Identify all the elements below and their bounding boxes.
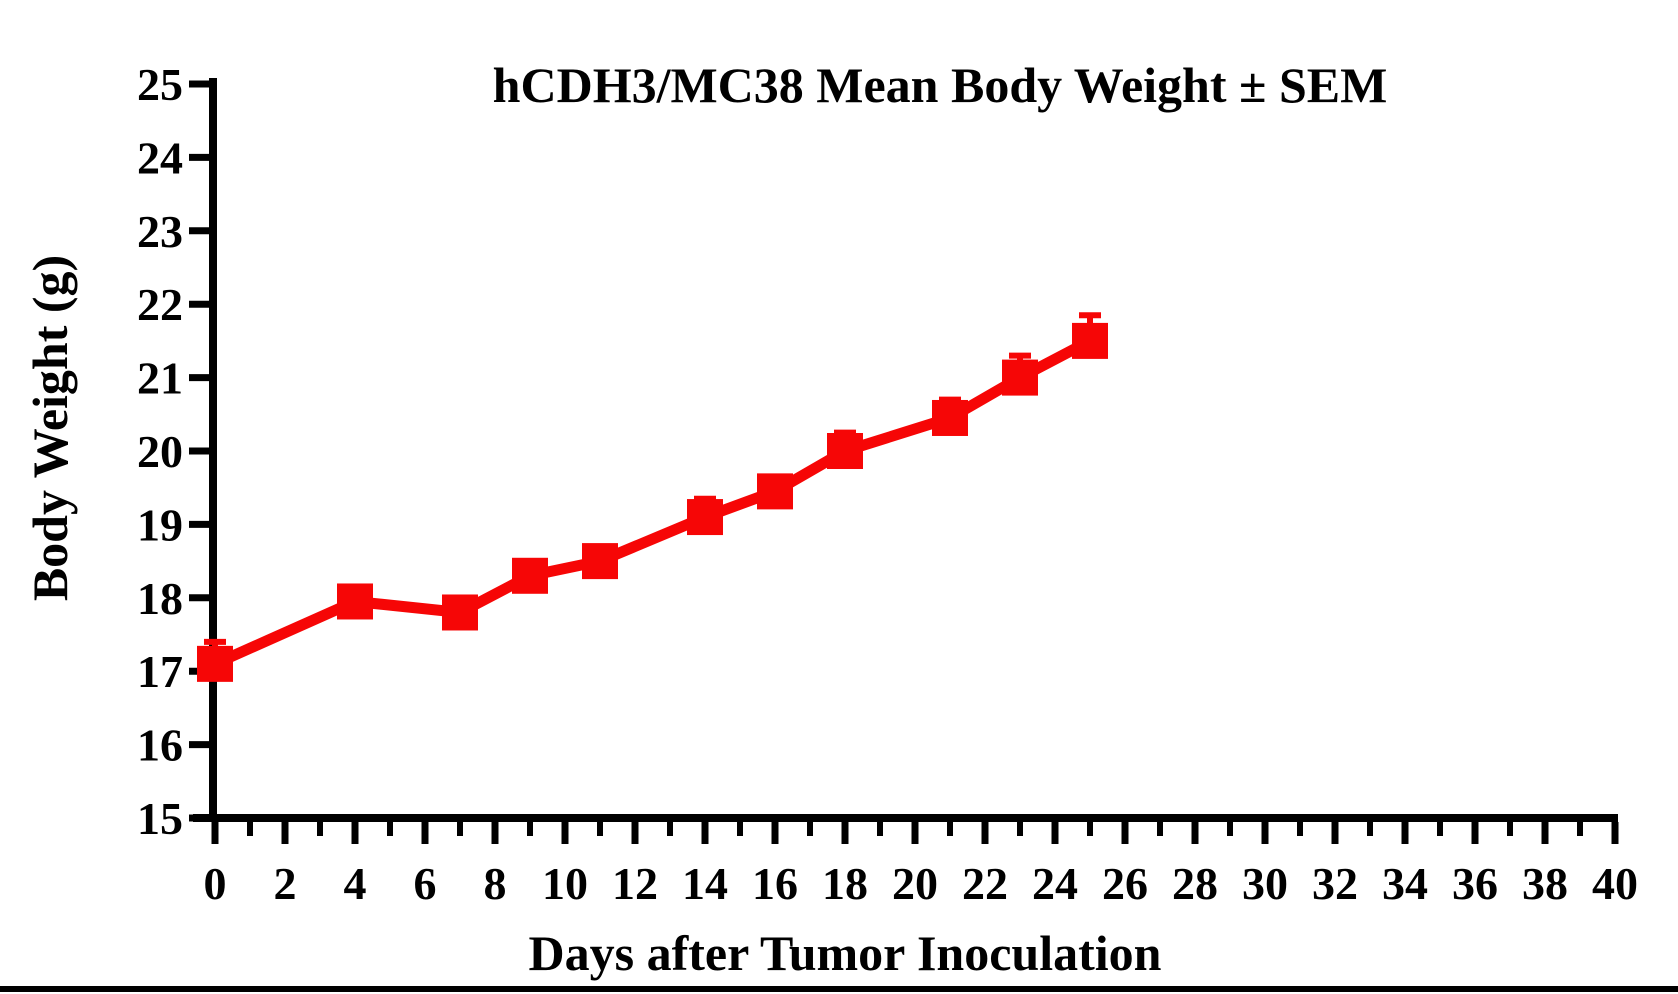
- x-tick-label: 20: [892, 858, 938, 909]
- x-tick-label: 16: [752, 858, 798, 909]
- data-point-marker: [442, 594, 478, 631]
- x-tick-label: 34: [1382, 858, 1428, 909]
- data-point-marker: [1002, 359, 1038, 396]
- y-tick-label: 15: [137, 793, 183, 844]
- y-tick-label: 20: [137, 426, 183, 477]
- chart-title: hCDH3/MC38 Mean Body Weight ± SEM: [492, 57, 1388, 113]
- y-tick-label: 19: [137, 499, 183, 550]
- x-tick-label: 36: [1452, 858, 1498, 909]
- x-tick-label: 22: [962, 858, 1008, 909]
- data-point-marker: [757, 473, 793, 510]
- x-tick-label: 0: [204, 858, 227, 909]
- y-tick-label: 16: [137, 720, 183, 771]
- x-tick-label: 40: [1592, 858, 1638, 909]
- y-tick-label: 18: [137, 573, 183, 624]
- data-point-marker: [197, 645, 233, 682]
- x-tick-label: 12: [612, 858, 658, 909]
- x-tick-label: 30: [1242, 858, 1288, 909]
- data-point-marker: [827, 433, 863, 469]
- x-tick-label: 18: [822, 858, 868, 909]
- bottom-border-bar: [0, 986, 1678, 992]
- x-tick-label: 4: [344, 858, 367, 909]
- x-tick-label: 14: [682, 858, 728, 909]
- x-tick-label: 28: [1172, 858, 1218, 909]
- x-tick-label: 32: [1312, 858, 1358, 909]
- data-point-marker: [512, 557, 548, 594]
- y-tick-label: 25: [137, 59, 183, 110]
- data-point-marker: [582, 543, 618, 580]
- y-tick-label: 22: [137, 279, 183, 330]
- x-tick-label: 2: [274, 858, 297, 909]
- y-tick-label: 17: [137, 646, 183, 697]
- x-tick-label: 8: [484, 858, 507, 909]
- x-axis-title: Days after Tumor Inoculation: [528, 925, 1162, 981]
- y-tick-label: 21: [137, 353, 183, 404]
- data-point-marker: [932, 399, 968, 436]
- x-tick-label: 38: [1522, 858, 1568, 909]
- data-point-marker: [687, 499, 723, 536]
- data-point-marker: [337, 583, 373, 620]
- x-tick-label: 10: [542, 858, 588, 909]
- x-tick-label: 6: [414, 858, 437, 909]
- x-tick-label: 26: [1102, 858, 1148, 909]
- data-point-marker: [1072, 322, 1108, 359]
- y-tick-label: 23: [137, 206, 183, 257]
- y-tick-label: 24: [137, 132, 183, 183]
- x-tick-label: 24: [1032, 858, 1078, 909]
